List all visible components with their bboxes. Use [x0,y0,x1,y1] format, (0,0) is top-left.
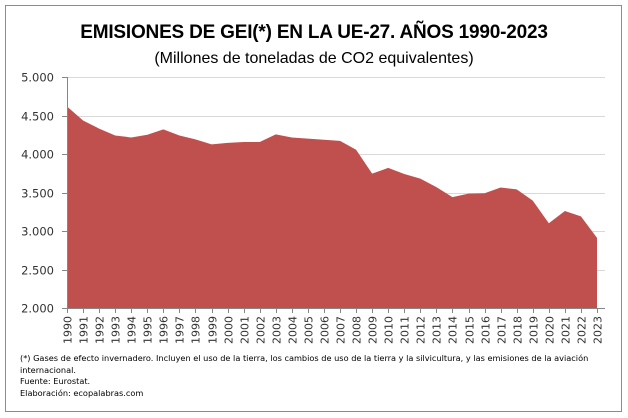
x-tick-label: 1995 [142,316,155,344]
area-series [67,106,597,309]
x-tick-label: 2019 [528,316,541,344]
y-tick-label: 4.000 [21,148,54,162]
x-tick-label: 2006 [319,316,332,344]
x-tick-label: 1996 [158,316,171,344]
x-tick-label: 2009 [367,316,380,344]
y-tick-label: 3.500 [21,187,54,201]
x-tick-label: 1993 [110,316,123,344]
x-tick-label: 2016 [480,316,493,344]
x-tick-label: 2005 [303,316,316,344]
x-tick-label: 1991 [78,316,91,344]
y-tick-label: 4.500 [21,110,54,124]
y-tick-label: 5.000 [21,71,54,85]
x-tick-label: 2007 [335,316,348,344]
chart-subtitle: (Millones de toneladas de CO2 equivalent… [154,50,474,67]
x-tick-label: 1999 [207,316,220,344]
footnote-line-1: (*) Gases de efecto invernadero. Incluye… [20,353,589,363]
x-tick-label: 2011 [399,316,412,344]
x-tick-label: 2012 [415,316,428,344]
x-tick-label: 1992 [94,316,107,344]
x-tick-label: 1997 [174,316,187,344]
x-tick-label: 2015 [464,316,477,344]
x-tick-label: 2023 [592,316,605,344]
x-tick-label: 1998 [190,316,203,344]
area-fill [67,106,597,309]
x-tick-label: 2018 [512,316,525,344]
x-tick-label: 2010 [383,316,396,344]
x-tick-label: 1994 [126,316,139,344]
x-tick-label: 2017 [496,316,509,344]
x-tick-label: 2003 [271,316,284,344]
chart-title: EMISIONES DE GEI(*) EN LA UE-27. AÑOS 19… [80,22,548,43]
x-tick-label: 1990 [62,316,75,344]
axes [67,77,605,309]
x-tick-label: 2000 [223,316,236,344]
credit-note: Elaboración: ecopalabras.com [20,387,144,398]
x-tick-label: 2001 [239,316,252,344]
x-tick-label: 2022 [576,316,589,344]
x-tick-label: 2021 [560,316,573,344]
x-tick-label: 2004 [287,316,300,344]
y-axis-ticks: 2.000 2.500 3.000 3.500 4.000 4.500 5.000 [21,71,67,316]
footnote-line-2: internacional. [20,364,77,375]
x-tick-label: 2020 [544,316,557,344]
y-tick-label: 3.000 [21,225,54,239]
x-tick-label: 2002 [255,316,268,344]
x-axis-ticks: 1990 1991 1992 1993 1994 1995 1996 1997 1998 1999… [62,308,605,344]
x-tick-label: 2014 [447,316,460,344]
y-tick-label: 2.500 [21,264,54,278]
x-tick-label: 2013 [431,316,444,344]
source-note: Fuente: Eurostat. [20,376,91,386]
chart-notes: (*) Gases de efecto invernadero. Incluye… [20,353,610,399]
y-tick-label: 2.000 [21,302,54,316]
x-tick-label: 2008 [351,316,364,344]
